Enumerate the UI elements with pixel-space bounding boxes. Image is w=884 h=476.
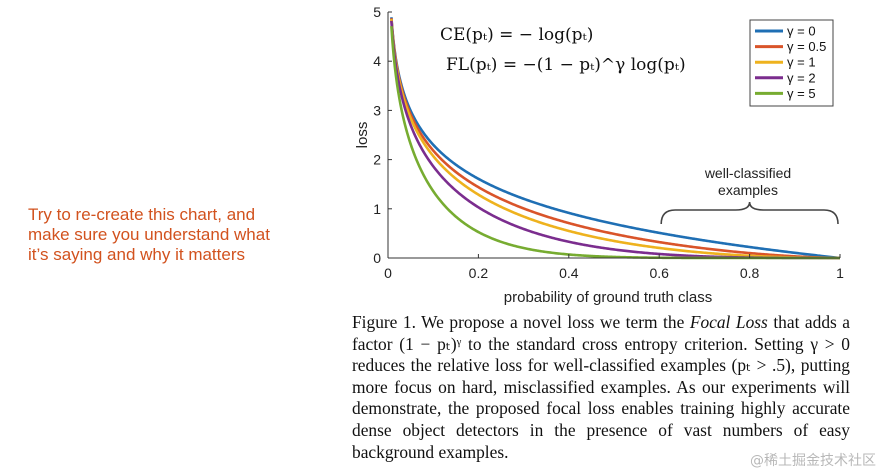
y-tick-label: 0 <box>373 250 381 266</box>
figure-caption: Figure 1. We propose a novel loss we ter… <box>352 312 850 463</box>
legend-label: γ = 0.5 <box>787 39 826 54</box>
y-tick-label: 4 <box>373 53 381 69</box>
equation-fl: FL(pₜ) = −(1 − pₜ)^γ log(pₜ) <box>446 55 686 75</box>
x-tick-label: 0.4 <box>559 265 579 281</box>
y-tick-label: 2 <box>373 152 381 168</box>
side-note-line: Try to re-create this chart, and <box>28 205 256 224</box>
equation-ce: CE(pₜ) = − log(pₜ) <box>440 25 593 45</box>
caption-part2: that adds a factor (1 − pₜ)ᵞ to the stan… <box>352 312 851 462</box>
y-tick-label: 1 <box>373 201 381 217</box>
x-tick-label: 0.2 <box>469 265 489 281</box>
annotation-group: well-classified examples <box>660 165 839 225</box>
x-tick-label: 1 <box>836 265 844 281</box>
x-tick-label: 0.8 <box>740 265 760 281</box>
annotation-line2: examples <box>718 182 778 198</box>
legend-label: γ = 5 <box>787 86 816 101</box>
legend-label: γ = 2 <box>787 70 816 85</box>
curve-gamma-0-5 <box>390 18 841 260</box>
legend-label: γ = 0 <box>787 24 816 39</box>
y-tick-label: 5 <box>373 4 381 20</box>
caption-focal-loss: Focal Loss <box>689 312 768 332</box>
side-note-line: make sure you understand what <box>28 225 270 244</box>
curve-gamma-0 <box>390 17 841 260</box>
axes-group: 0 0.2 0.4 0.6 0.8 1 0 1 2 3 4 5 <box>373 4 844 281</box>
x-tick-label: 0.6 <box>649 265 669 281</box>
watermark: @稀土掘金技术社区 <box>750 453 876 469</box>
side-note: Try to re-create this chart, and make su… <box>28 205 328 265</box>
annotation-line1: well-classified <box>704 165 791 181</box>
side-note-line: it’s saying and why it matters <box>28 245 245 264</box>
y-tick-label: 3 <box>373 102 381 118</box>
annotation-brace <box>660 201 839 225</box>
y-axis-label: loss <box>354 122 371 149</box>
legend-label: γ = 1 <box>787 55 816 70</box>
x-tick-label: 0 <box>384 265 392 281</box>
x-axis-label: probability of ground truth class <box>504 289 712 306</box>
legend: γ = 0γ = 0.5γ = 1γ = 2γ = 5 <box>749 19 834 107</box>
caption-part1: Figure 1. We propose a novel loss we ter… <box>352 312 690 332</box>
